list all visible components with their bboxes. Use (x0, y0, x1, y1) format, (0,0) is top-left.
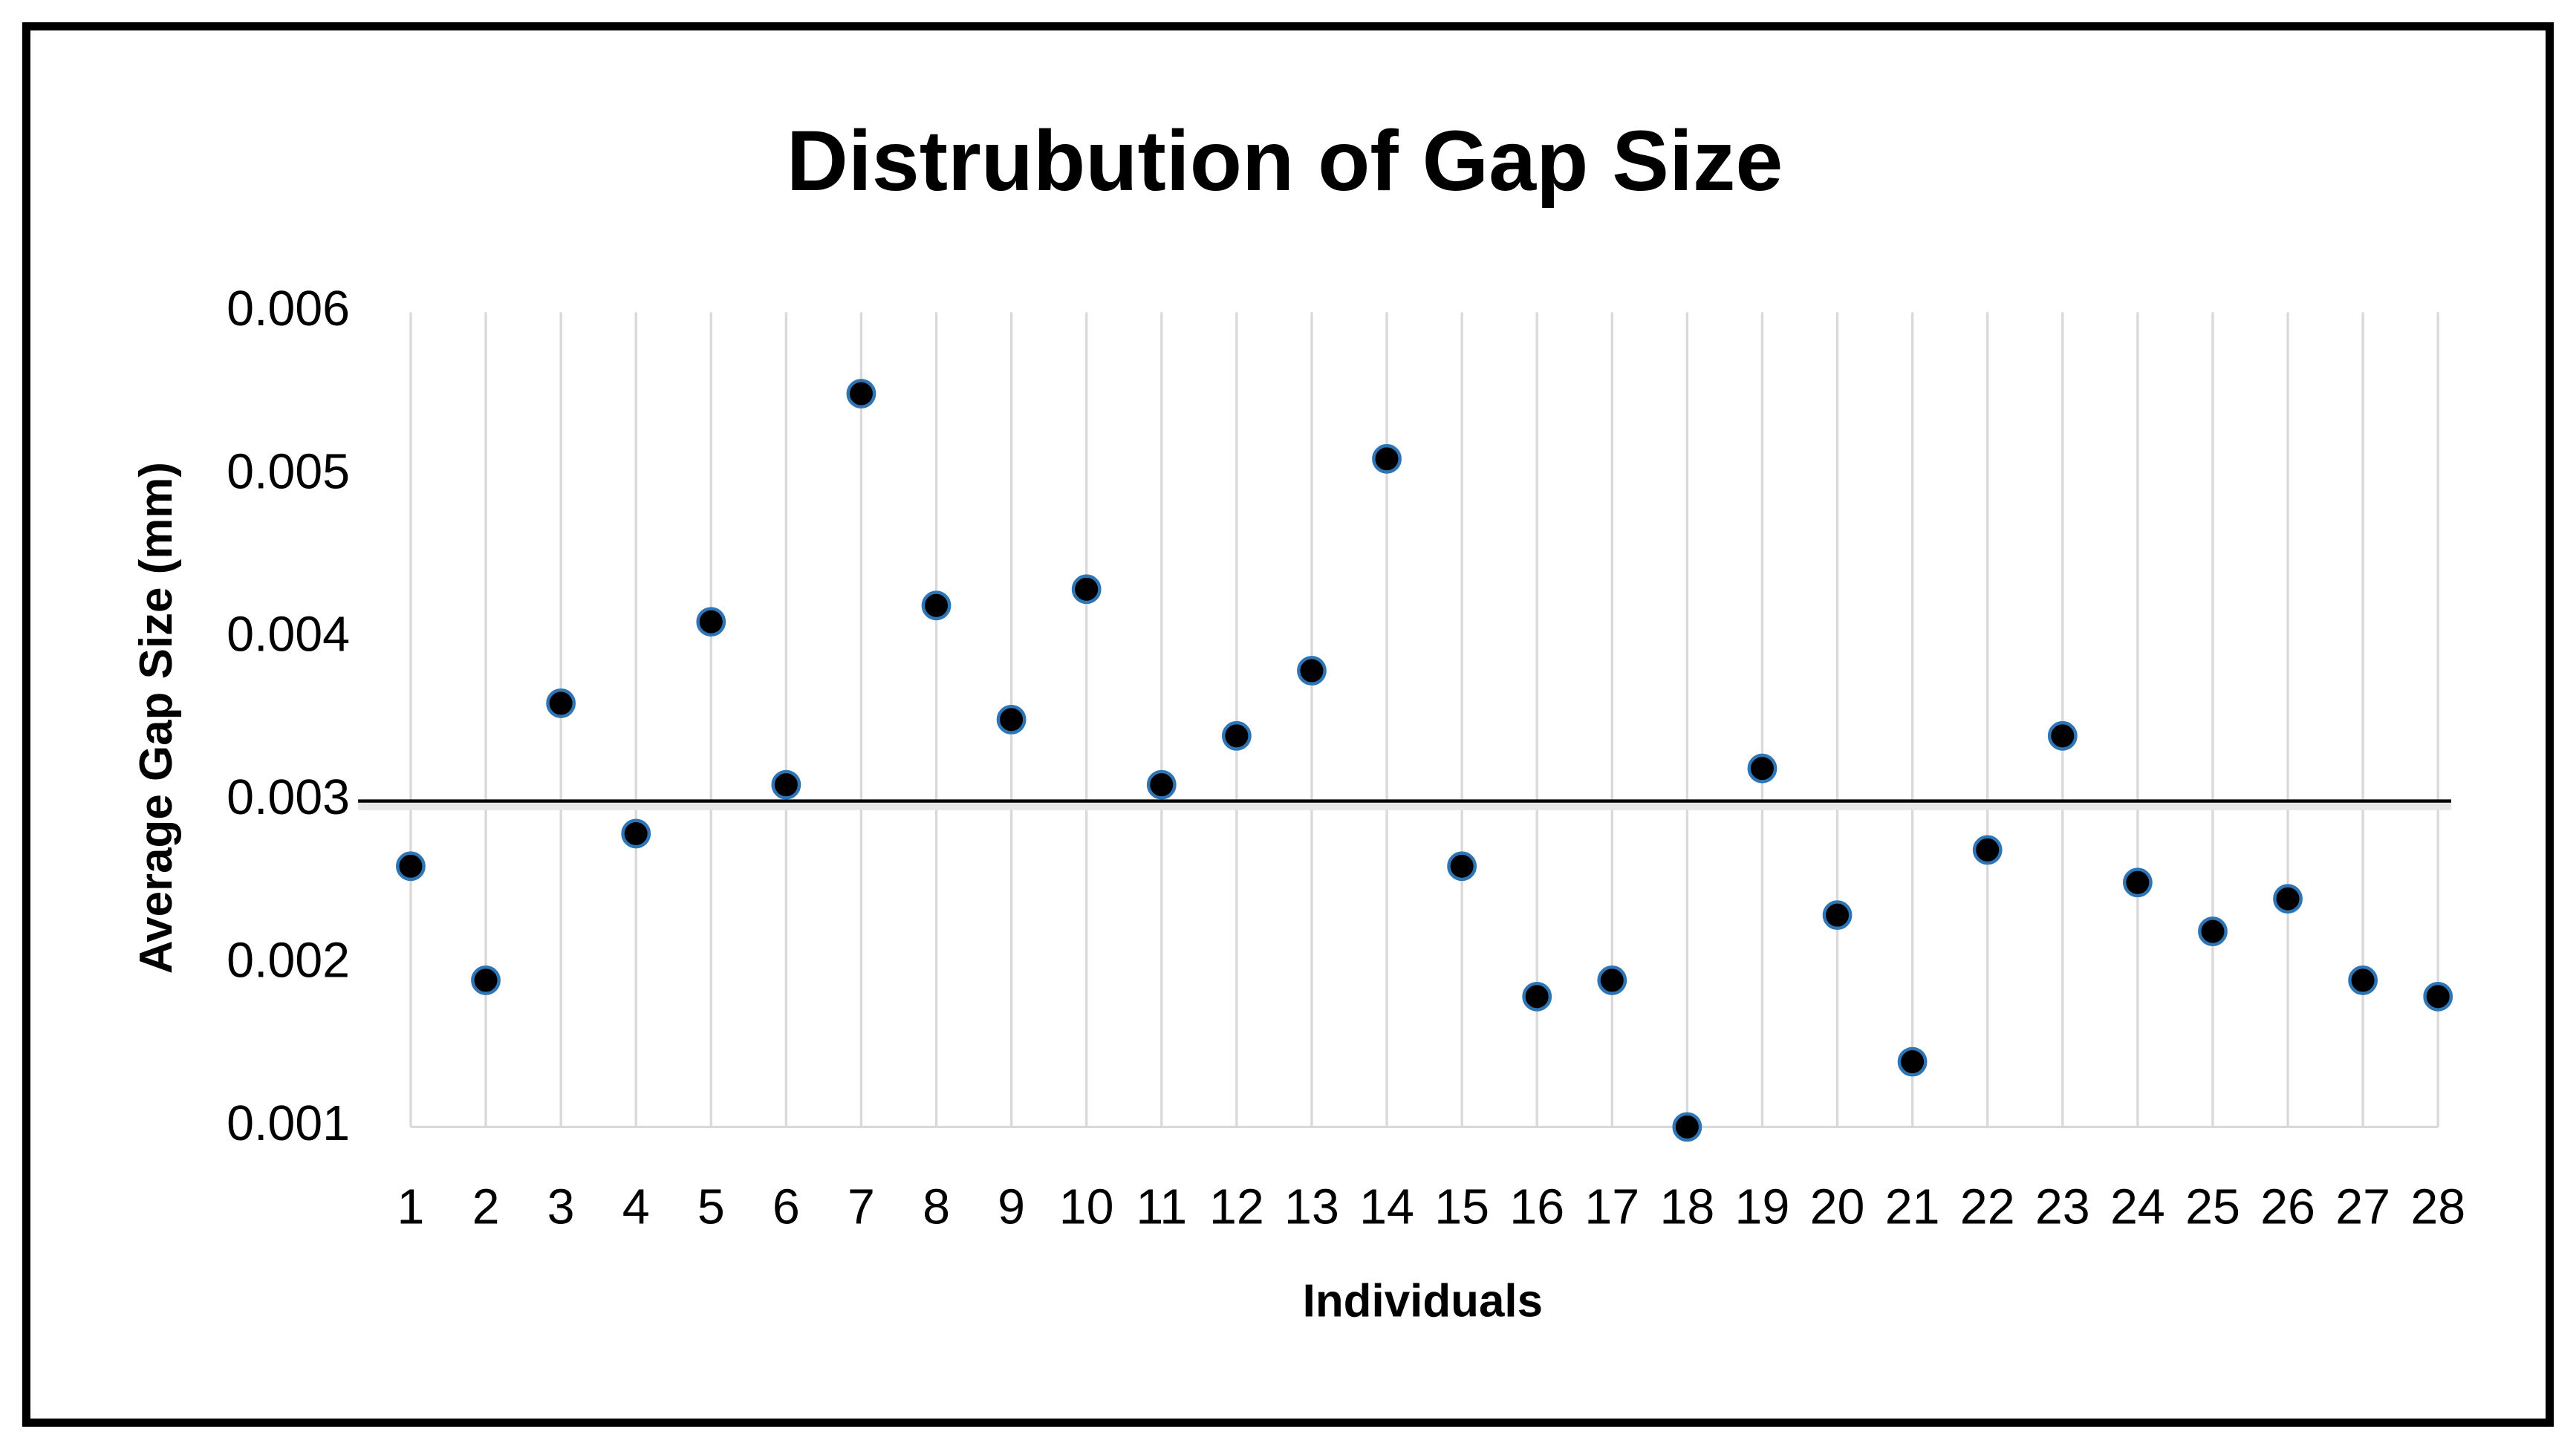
x-tick-label: 7 (848, 1180, 875, 1235)
point (1822, 900, 1853, 931)
y-tick-label: 0.003 (227, 770, 350, 825)
point (1297, 656, 1327, 686)
x-tick-label: 8 (923, 1180, 950, 1235)
x-tick-label: 21 (1885, 1180, 1940, 1235)
point (1522, 981, 1552, 1012)
x-tick-label: 14 (1359, 1180, 1414, 1235)
x-tick-label: 5 (697, 1180, 725, 1235)
chart-title: Distrubution of Gap Size (787, 114, 1783, 209)
x-tick-label: 23 (2035, 1180, 2090, 1235)
point (1372, 443, 1402, 474)
x-tick-label: 19 (1735, 1180, 1790, 1235)
point (546, 688, 576, 718)
x-tick-label: 17 (1584, 1180, 1639, 1235)
x-tick-label: 15 (1434, 1180, 1489, 1235)
point (1897, 1046, 1928, 1077)
point (696, 607, 726, 637)
x-tick-label: 3 (547, 1180, 575, 1235)
y-axis-label: Average Gap Size (mm) (131, 462, 182, 974)
point (2273, 884, 2303, 914)
x-tick-label: 22 (1960, 1180, 2015, 1235)
chart-border (22, 22, 2554, 1427)
point (1071, 574, 1102, 605)
x-tick-label: 24 (2110, 1180, 2165, 1235)
point (1221, 720, 1252, 751)
point (1597, 966, 1627, 995)
point (996, 704, 1027, 735)
point (2122, 867, 2153, 898)
x-tick-label: 16 (1509, 1180, 1564, 1235)
point (2198, 916, 2228, 946)
x-tick-label: 9 (998, 1180, 1025, 1235)
x-tick-label: 1 (397, 1180, 424, 1235)
point (771, 769, 801, 800)
point (1146, 769, 1177, 800)
point (2423, 981, 2453, 1012)
x-tick-label: 27 (2335, 1180, 2390, 1235)
y-tick-label: 0.004 (227, 608, 350, 662)
point (1972, 835, 2003, 865)
point (1447, 851, 1477, 882)
point (846, 379, 876, 408)
y-tick-label: 0.006 (227, 281, 350, 336)
point (396, 851, 426, 882)
point (2348, 966, 2378, 995)
point (2047, 720, 2078, 751)
x-tick-label: 12 (1209, 1180, 1264, 1235)
x-tick-label: 20 (1810, 1180, 1865, 1235)
x-tick-label: 25 (2185, 1180, 2240, 1235)
point (921, 590, 952, 621)
x-tick-label: 4 (622, 1180, 650, 1235)
x-axis-label: Individuals (1303, 1276, 1543, 1327)
x-tick-label: 6 (773, 1180, 800, 1235)
x-tick-label: 18 (1659, 1180, 1714, 1235)
y-tick-label: 0.005 (227, 444, 350, 499)
x-tick-label: 13 (1284, 1180, 1339, 1235)
point (621, 818, 651, 849)
point (1747, 753, 1777, 784)
x-tick-label: 2 (472, 1180, 500, 1235)
x-tick-label: 28 (2410, 1180, 2465, 1235)
x-tick-label: 26 (2260, 1180, 2315, 1235)
x-tick-label: 10 (1059, 1180, 1114, 1235)
point (471, 966, 501, 995)
point (1672, 1112, 1702, 1142)
x-tick-label: 11 (1136, 1180, 1187, 1235)
y-tick-label: 0.002 (227, 934, 350, 989)
y-tick-label: 0.001 (227, 1096, 350, 1151)
